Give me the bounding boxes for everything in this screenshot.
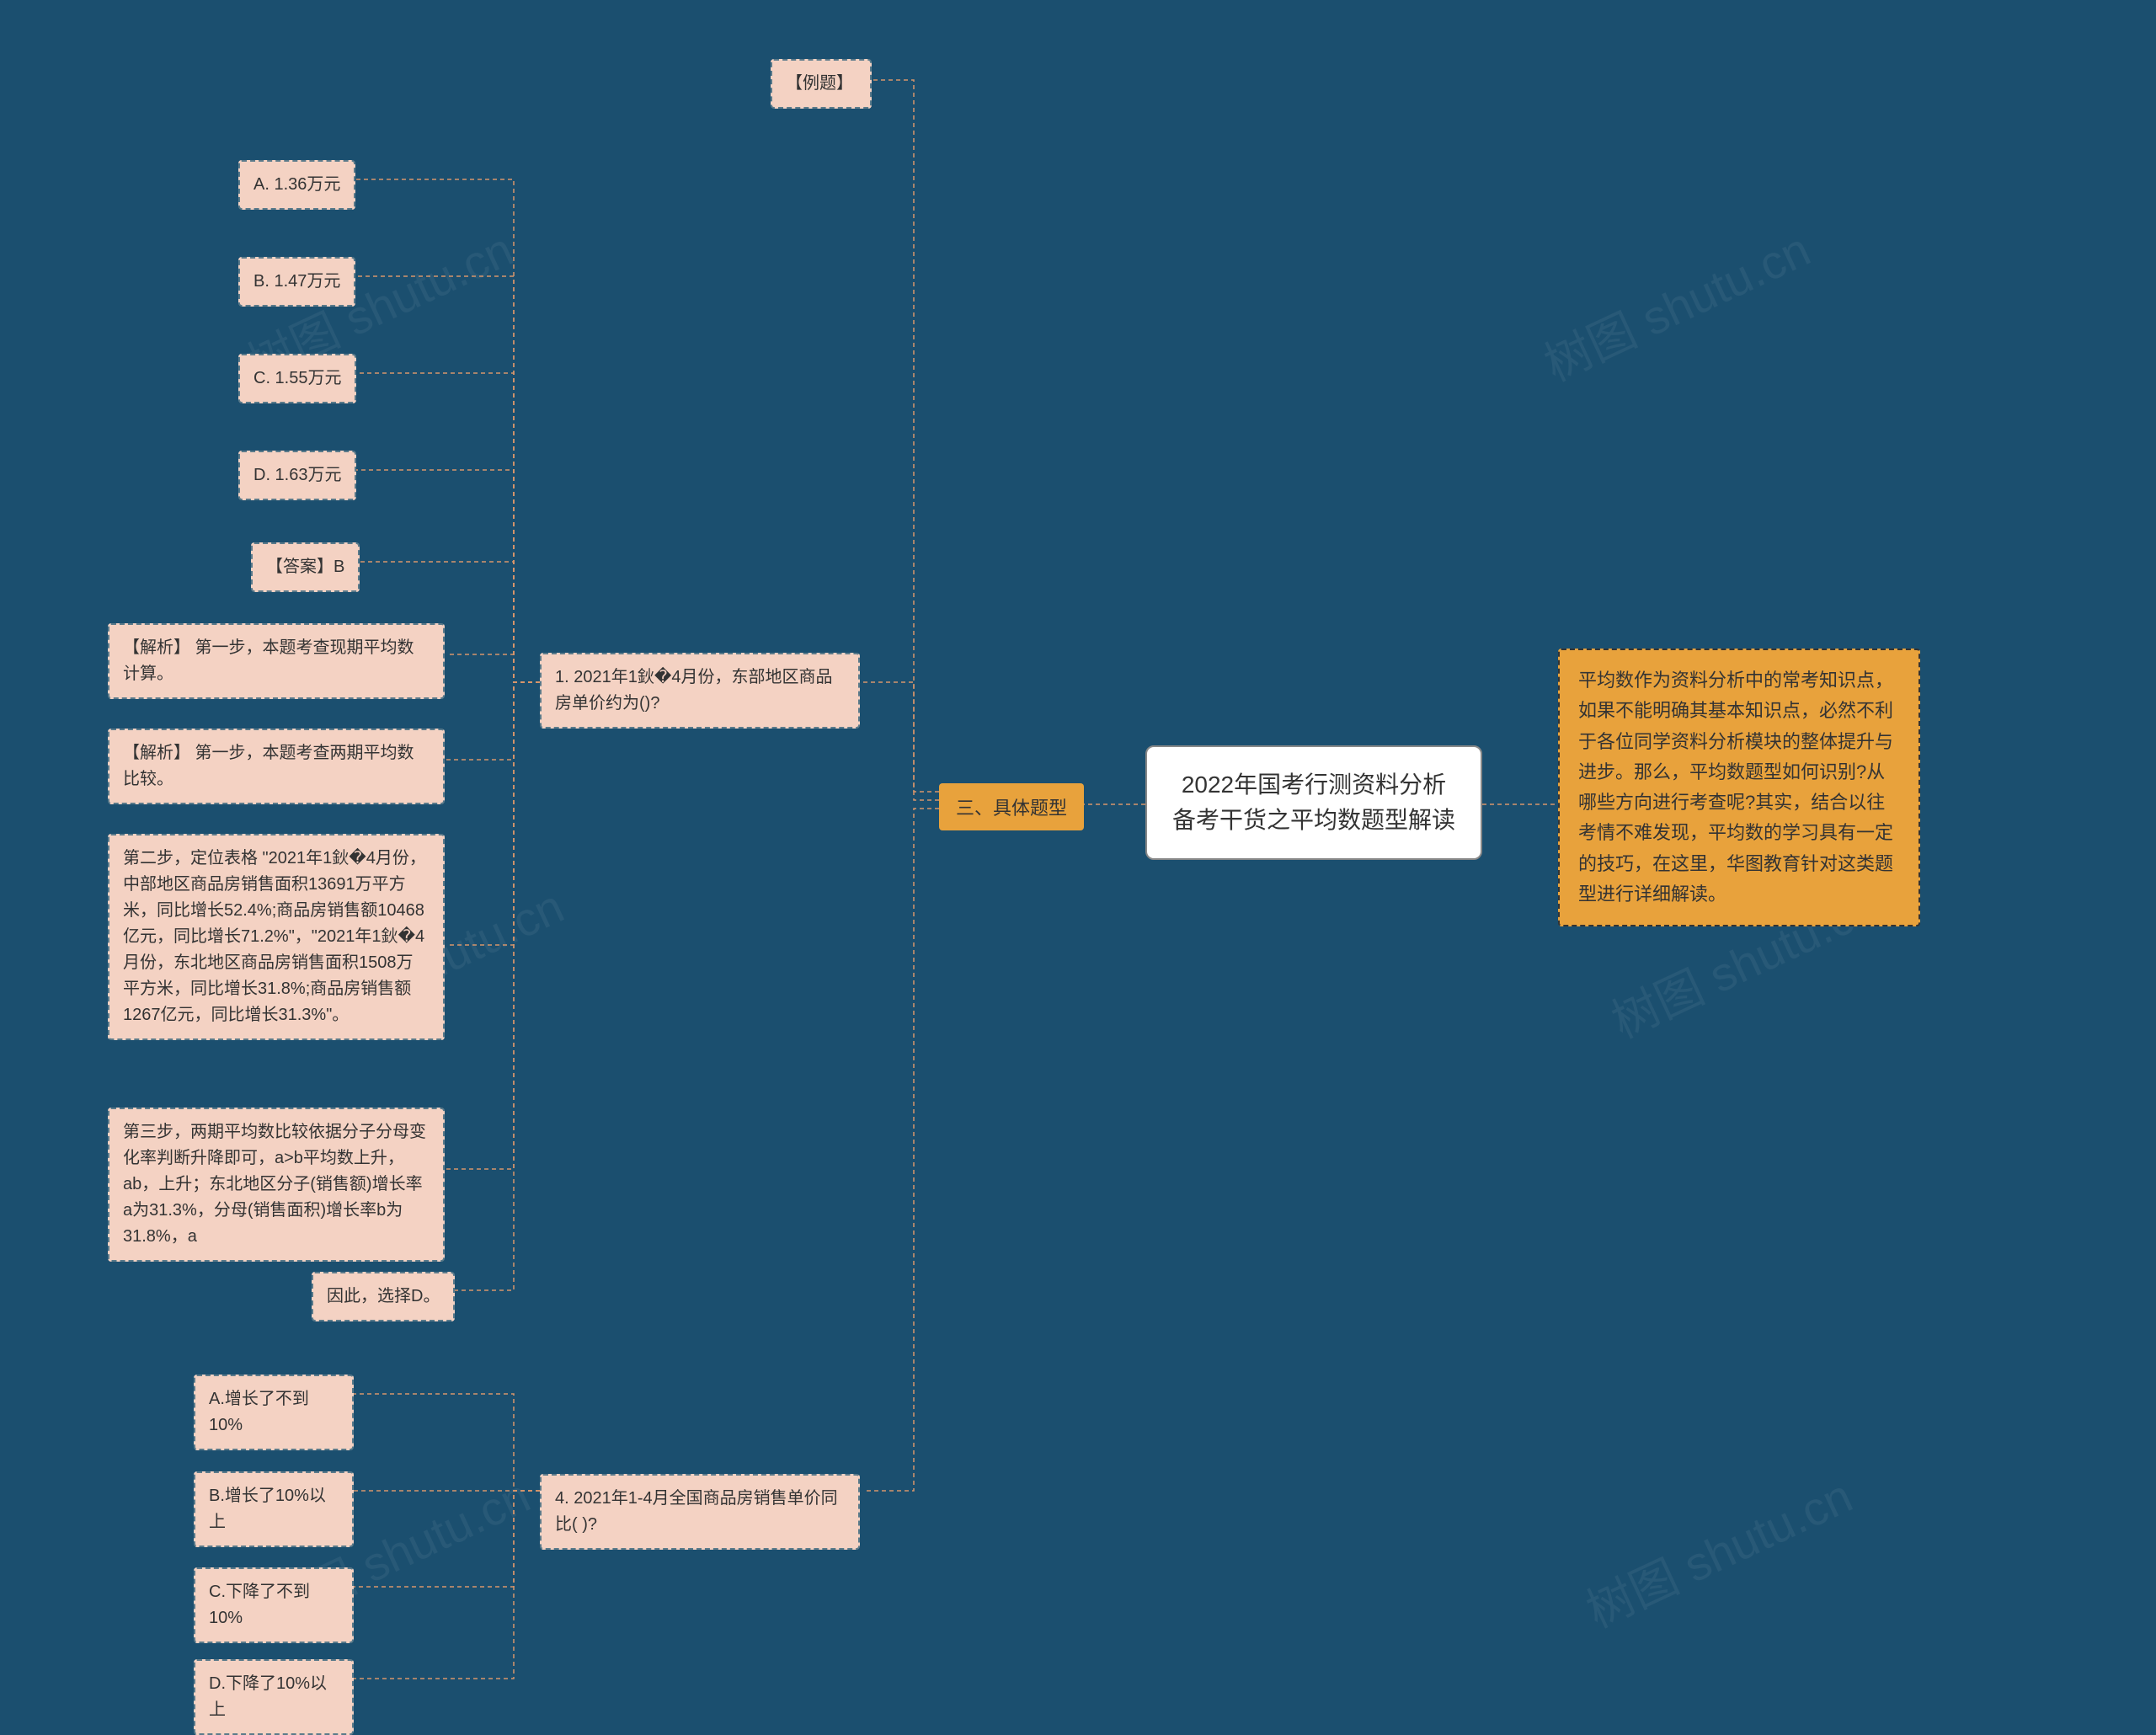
q1-analysis-step1b: 【解析】 第一步，本题考查两期平均数比较。 bbox=[108, 729, 445, 804]
q1-analysis-step2-text: 第二步，定位表格 "2021年1鈥�4月份，中部地区商品房销售面积13691万平… bbox=[123, 849, 426, 1024]
q1-option-b: B. 1.47万元 bbox=[238, 257, 355, 307]
q1-option-c: C. 1.55万元 bbox=[238, 354, 356, 403]
q1-option-c-text: C. 1.55万元 bbox=[253, 369, 341, 387]
section-title: 三、具体题型 bbox=[939, 783, 1084, 830]
question1: 1. 2021年1鈥�4月份，东部地区商品房单价约为()? bbox=[540, 653, 860, 729]
watermark: 树图 shutu.cn bbox=[1532, 212, 1820, 395]
description-box: 平均数作为资料分析中的常考知识点，如果不能明确其基本知识点，必然不利于各位同学资… bbox=[1558, 649, 1920, 926]
q4-option-c: C.下降了不到10% bbox=[194, 1567, 354, 1643]
q1-answer-text: 【答案】B bbox=[266, 558, 344, 576]
question1-text: 1. 2021年1鈥�4月份，东部地区商品房单价约为()? bbox=[555, 668, 832, 713]
q1-conclusion: 因此，选择D。 bbox=[312, 1272, 455, 1321]
q4-option-c-text: C.下降了不到10% bbox=[209, 1583, 310, 1627]
q4-option-a-text: A.增长了不到10% bbox=[209, 1390, 309, 1434]
q1-analysis-step3-text: 第三步，两期平均数比较依据分子分母变化率判断升降即可，a>b平均数上升，ab，上… bbox=[123, 1123, 426, 1246]
q1-analysis-step1-text: 【解析】 第一步，本题考查现期平均数计算。 bbox=[123, 638, 414, 683]
question4: 4. 2021年1-4月全国商品房销售单价同比( )? bbox=[540, 1474, 860, 1550]
q1-option-d: D. 1.63万元 bbox=[238, 451, 356, 500]
q4-option-d: D.下降了10%以上 bbox=[194, 1659, 354, 1735]
q1-analysis-step3: 第三步，两期平均数比较依据分子分母变化率判断升降即可，a>b平均数上升，ab，上… bbox=[108, 1108, 445, 1262]
q1-option-d-text: D. 1.63万元 bbox=[253, 466, 341, 484]
q1-option-a: A. 1.36万元 bbox=[238, 160, 355, 210]
q1-analysis-step1b-text: 【解析】 第一步，本题考查两期平均数比较。 bbox=[123, 744, 414, 788]
q4-option-d-text: D.下降了10%以上 bbox=[209, 1674, 327, 1719]
q1-analysis-step1: 【解析】 第一步，本题考查现期平均数计算。 bbox=[108, 623, 445, 699]
example-label: 【例题】 bbox=[771, 59, 872, 109]
watermark: 树图 shutu.cn bbox=[1574, 1459, 1862, 1642]
q1-option-a-text: A. 1.36万元 bbox=[253, 175, 340, 194]
question4-text: 4. 2021年1-4月全国商品房销售单价同比( )? bbox=[555, 1489, 838, 1534]
description-text: 平均数作为资料分析中的常考知识点，如果不能明确其基本知识点，必然不利于各位同学资… bbox=[1578, 670, 1893, 905]
q1-answer: 【答案】B bbox=[251, 542, 360, 592]
q1-option-b-text: B. 1.47万元 bbox=[253, 272, 340, 291]
root-title-text: 2022年国考行测资料分析备考干货之平均数题型解读 bbox=[1172, 771, 1455, 833]
q1-analysis-step2: 第二步，定位表格 "2021年1鈥�4月份，中部地区商品房销售面积13691万平… bbox=[108, 834, 445, 1040]
q1-conclusion-text: 因此，选择D。 bbox=[327, 1287, 440, 1305]
q4-option-a: A.增长了不到10% bbox=[194, 1375, 354, 1450]
q4-option-b: B.增长了10%以上 bbox=[194, 1471, 354, 1547]
section-title-text: 三、具体题型 bbox=[956, 798, 1067, 819]
q4-option-b-text: B.增长了10%以上 bbox=[209, 1487, 326, 1531]
root-title: 2022年国考行测资料分析备考干货之平均数题型解读 bbox=[1145, 745, 1482, 860]
example-label-text: 【例题】 bbox=[786, 74, 853, 93]
